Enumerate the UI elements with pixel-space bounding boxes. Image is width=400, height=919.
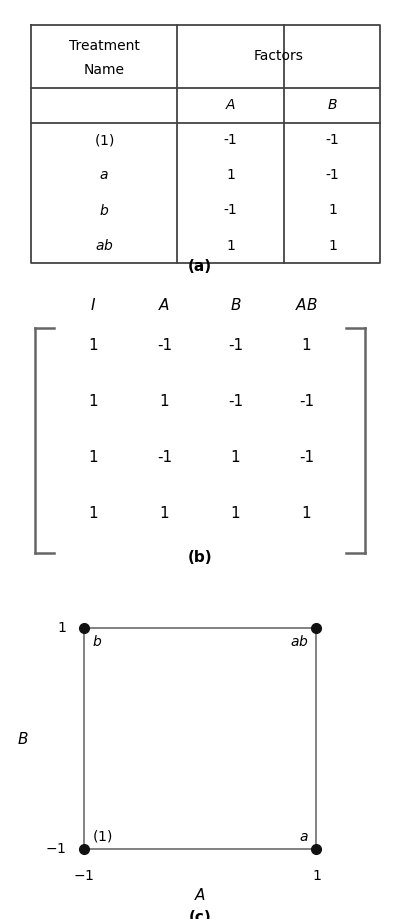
Text: 1: 1 xyxy=(302,506,311,521)
Text: 1: 1 xyxy=(226,239,235,253)
Text: $ab$: $ab$ xyxy=(95,238,113,253)
Text: 1: 1 xyxy=(328,239,337,253)
Text: $a$: $a$ xyxy=(99,168,109,182)
Text: $b$: $b$ xyxy=(99,203,109,218)
Text: $ab$: $ab$ xyxy=(290,634,308,649)
Text: (c): (c) xyxy=(189,910,211,919)
Text: $-1$: $-1$ xyxy=(73,869,94,883)
Text: $a$: $a$ xyxy=(299,830,308,844)
Text: $1$: $1$ xyxy=(56,621,66,635)
Text: 1: 1 xyxy=(89,506,98,521)
Text: 1: 1 xyxy=(231,506,240,521)
Text: $AB$: $AB$ xyxy=(295,298,318,313)
Text: -1: -1 xyxy=(326,168,339,182)
Text: $A$: $A$ xyxy=(158,298,170,313)
Text: -1: -1 xyxy=(224,133,238,147)
Text: 1: 1 xyxy=(160,394,169,409)
Text: Factors: Factors xyxy=(254,50,304,63)
Text: 1: 1 xyxy=(226,168,235,182)
Text: -1: -1 xyxy=(224,203,238,218)
Text: 1: 1 xyxy=(89,338,98,353)
Text: -1: -1 xyxy=(157,338,172,353)
Text: (b): (b) xyxy=(188,550,212,564)
Text: -1: -1 xyxy=(299,394,314,409)
Text: $(1)$: $(1)$ xyxy=(94,132,114,148)
Text: -1: -1 xyxy=(228,394,243,409)
Text: 1: 1 xyxy=(302,338,311,353)
Text: 1: 1 xyxy=(231,450,240,465)
Text: -1: -1 xyxy=(326,133,339,147)
Text: $-1$: $-1$ xyxy=(45,842,66,857)
Text: $1$: $1$ xyxy=(312,869,321,883)
Text: -1: -1 xyxy=(299,450,314,465)
Text: $B$: $B$ xyxy=(17,731,29,747)
Text: -1: -1 xyxy=(157,450,172,465)
Text: 1: 1 xyxy=(328,203,337,218)
Text: Treatment: Treatment xyxy=(68,39,140,52)
Text: Name: Name xyxy=(84,63,124,77)
Text: 1: 1 xyxy=(160,506,169,521)
Text: $b$: $b$ xyxy=(92,634,102,649)
Text: $A$: $A$ xyxy=(194,888,206,903)
Text: 1: 1 xyxy=(89,450,98,465)
Text: $I$: $I$ xyxy=(90,298,96,313)
Text: $B$: $B$ xyxy=(327,98,338,112)
Text: 1: 1 xyxy=(89,394,98,409)
Text: $B$: $B$ xyxy=(230,298,241,313)
Text: $(1)$: $(1)$ xyxy=(92,828,112,844)
Text: -1: -1 xyxy=(228,338,243,353)
Text: (a): (a) xyxy=(188,259,212,274)
Text: $A$: $A$ xyxy=(225,98,236,112)
